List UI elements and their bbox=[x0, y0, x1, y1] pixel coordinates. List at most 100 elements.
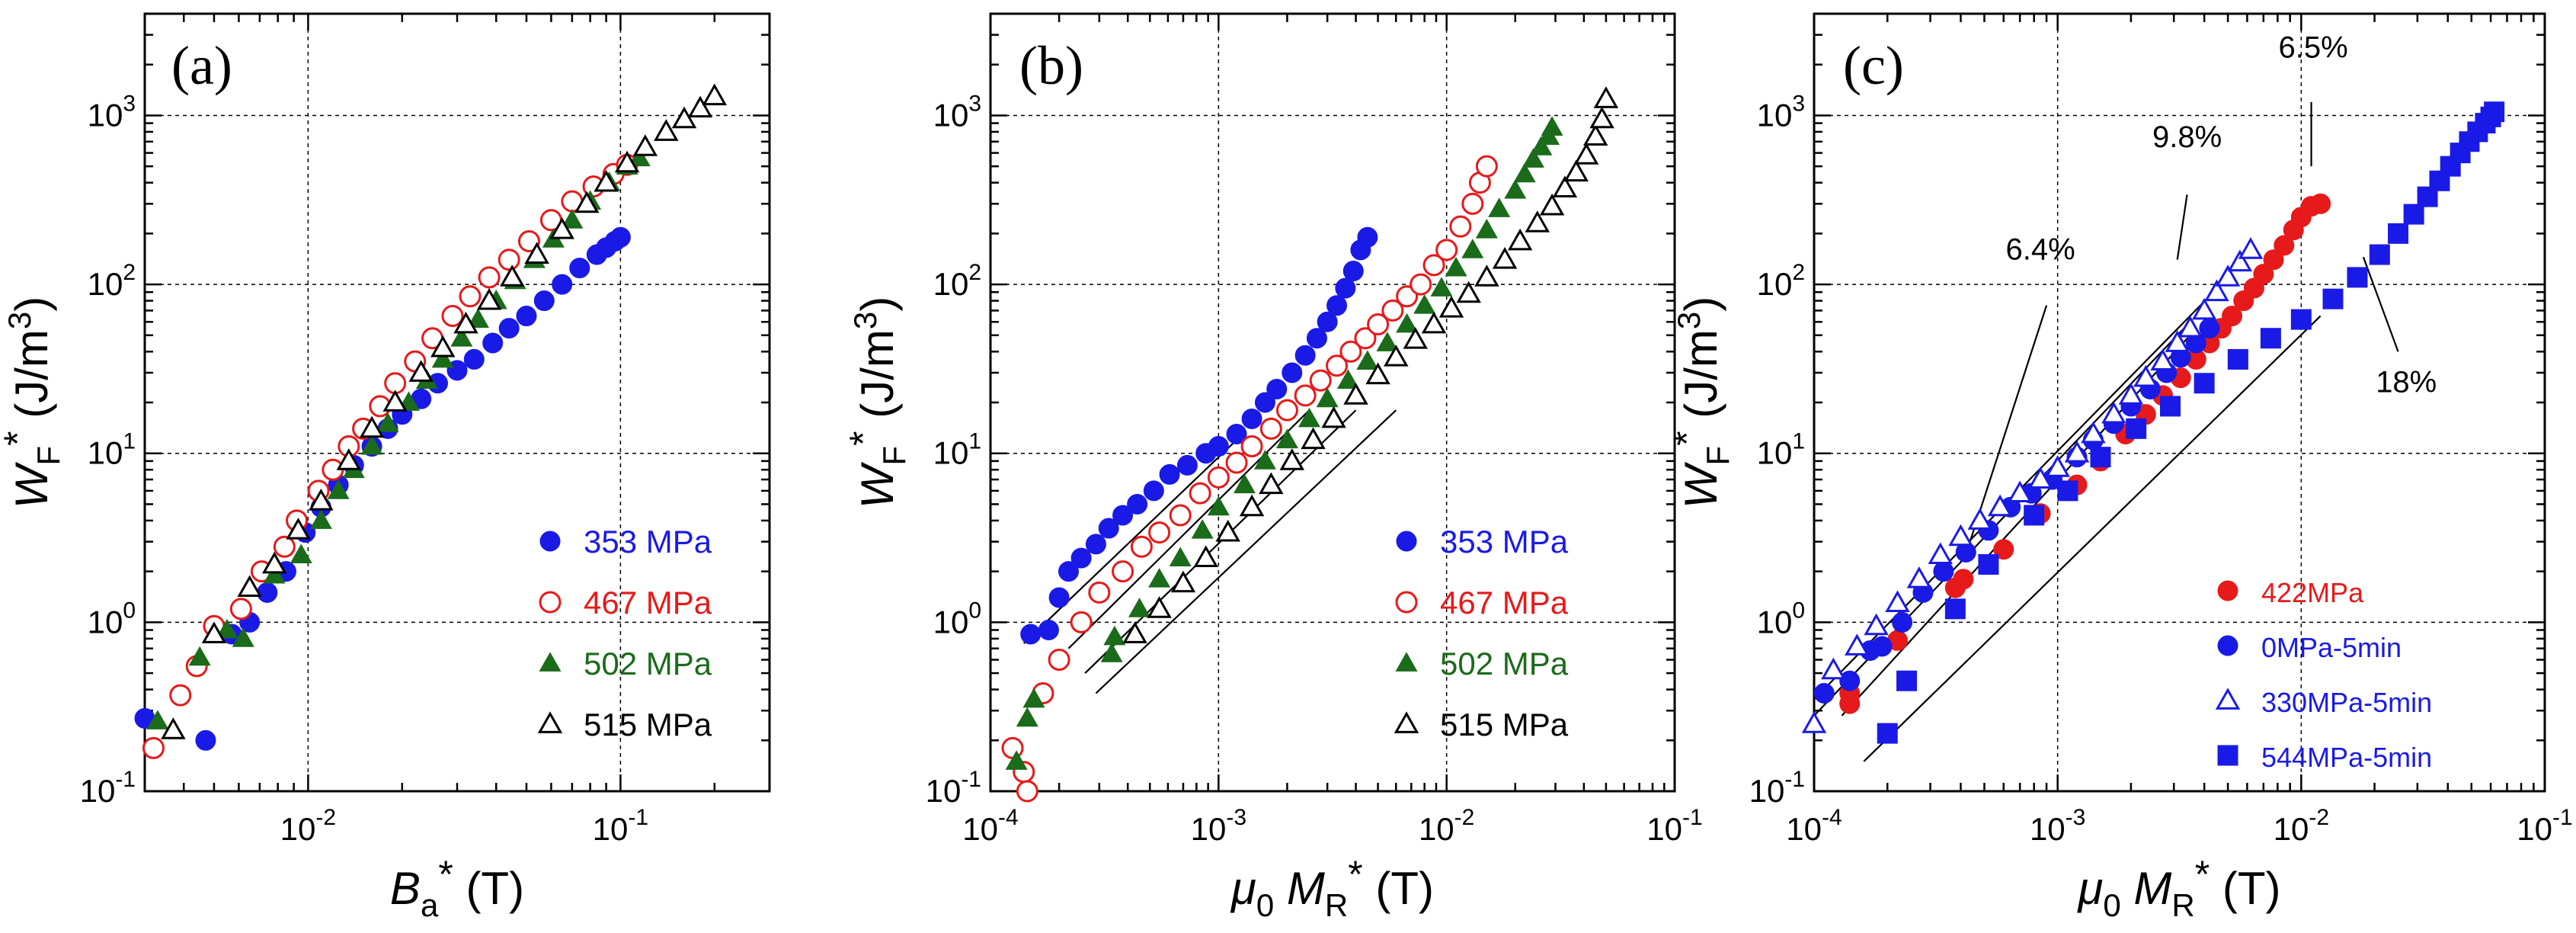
legend: 422MPa 0MPa-5min 330MPa-5min 544MPa-5min bbox=[2215, 577, 2432, 773]
data-point bbox=[1001, 736, 1024, 759]
data-point bbox=[382, 390, 408, 412]
data-point bbox=[594, 169, 619, 192]
data-point bbox=[2150, 348, 2175, 371]
data-point bbox=[453, 311, 478, 334]
data-point bbox=[2159, 396, 2181, 417]
data-point bbox=[687, 95, 713, 118]
data-point bbox=[1048, 587, 1070, 608]
series-0mpa-5min bbox=[1813, 318, 2220, 704]
data-point bbox=[309, 509, 332, 529]
data-point bbox=[1396, 313, 1419, 333]
data-point bbox=[273, 535, 296, 558]
data-point bbox=[1582, 123, 1608, 146]
plot-frame bbox=[989, 12, 1676, 793]
data-point bbox=[360, 434, 383, 455]
x-tick-label: 10-4 bbox=[1786, 805, 1842, 847]
data-point bbox=[476, 287, 502, 310]
data-point bbox=[1593, 86, 1619, 108]
data-point bbox=[1259, 472, 1284, 495]
y-tick-label: 101 bbox=[1757, 429, 1805, 471]
x-tick-label: 10-3 bbox=[2030, 805, 2085, 847]
data-point bbox=[1504, 179, 1527, 199]
data-point bbox=[1016, 780, 1038, 803]
data-point bbox=[1112, 560, 1134, 583]
data-point bbox=[1906, 566, 1932, 588]
data-point bbox=[1978, 553, 1999, 575]
data-point bbox=[2222, 306, 2243, 327]
y-tick-label: 10-1 bbox=[80, 767, 136, 809]
panel-c: 10-4 10-3 10-2 10-1 10-1 100 101 102 103 μ0 MR* (… bbox=[1666, 12, 2573, 923]
legend-marker bbox=[1395, 591, 1418, 614]
y-tick-label: 100 bbox=[933, 598, 981, 640]
series-515-mpa bbox=[161, 83, 728, 739]
data-point bbox=[1085, 534, 1106, 555]
data-point bbox=[2165, 330, 2190, 352]
data-point bbox=[2204, 279, 2229, 302]
y-tick-label: 103 bbox=[88, 91, 136, 133]
data-point bbox=[1821, 657, 1846, 680]
data-point bbox=[1435, 239, 1458, 261]
data-point bbox=[2260, 328, 2281, 349]
data-point bbox=[459, 285, 482, 308]
data-point bbox=[533, 290, 555, 312]
panel-b: 10-4 10-3 10-2 10-1 10-1 100 101 102 103 μ0 MR* (… bbox=[842, 12, 1703, 923]
data-point bbox=[2199, 318, 2220, 339]
data-point bbox=[574, 191, 600, 213]
series-353-mpa bbox=[134, 226, 631, 751]
data-point bbox=[1122, 621, 1147, 643]
data-point bbox=[2194, 373, 2215, 394]
x-tick-label: 10-3 bbox=[1191, 805, 1246, 847]
data-point bbox=[1193, 545, 1218, 567]
data-point bbox=[263, 563, 286, 584]
y-tick-label: 103 bbox=[933, 91, 981, 133]
data-point bbox=[376, 412, 399, 432]
y-axis-label: WF* (J/m3) bbox=[0, 297, 66, 508]
data-point bbox=[1048, 649, 1070, 672]
data-point bbox=[1354, 327, 1377, 350]
data-point bbox=[286, 518, 311, 540]
data-point bbox=[2057, 480, 2078, 502]
data-point bbox=[1864, 613, 1889, 636]
data-point bbox=[1356, 350, 1379, 370]
legend-label: 502 MPa bbox=[584, 646, 712, 681]
data-point bbox=[441, 305, 464, 328]
y-tick-label: 10-1 bbox=[926, 767, 981, 809]
annotation-pointer bbox=[2362, 256, 2399, 352]
data-point bbox=[229, 598, 252, 620]
data-point bbox=[201, 621, 227, 643]
data-point bbox=[1191, 519, 1214, 539]
data-point bbox=[1208, 436, 1229, 457]
data-point bbox=[654, 119, 679, 141]
legend-marker bbox=[2217, 745, 2238, 766]
data-point bbox=[1845, 633, 1870, 656]
data-point bbox=[1127, 493, 1148, 515]
data-point bbox=[498, 248, 520, 271]
data-point bbox=[1589, 106, 1614, 129]
data-point bbox=[517, 230, 540, 253]
data-point bbox=[2388, 223, 2409, 244]
data-point bbox=[1396, 285, 1419, 308]
data-point bbox=[1343, 383, 1368, 405]
data-point bbox=[1474, 265, 1499, 287]
legend-label: 353 MPa bbox=[584, 524, 712, 559]
data-point bbox=[1563, 159, 1589, 182]
fit-line-544mpa-5min bbox=[1863, 315, 2322, 762]
data-point bbox=[1813, 682, 1835, 704]
data-point bbox=[2310, 193, 2331, 214]
data-point bbox=[1148, 521, 1171, 544]
data-point bbox=[561, 209, 584, 229]
data-point bbox=[1513, 162, 1536, 183]
data-point bbox=[2133, 364, 2158, 387]
data-point bbox=[1944, 598, 1966, 620]
x-tick-label: 10-2 bbox=[1419, 805, 1474, 847]
data-point bbox=[1275, 428, 1298, 449]
data-point bbox=[2126, 418, 2147, 439]
series-515-mpa bbox=[1122, 86, 1619, 643]
y-tick-label: 102 bbox=[1757, 260, 1805, 302]
x-axis-label: μ0 MR* (T) bbox=[1230, 853, 1434, 923]
data-point bbox=[1801, 711, 1827, 733]
data-point bbox=[1381, 299, 1404, 322]
data-point bbox=[169, 684, 192, 707]
data-point bbox=[524, 242, 549, 264]
